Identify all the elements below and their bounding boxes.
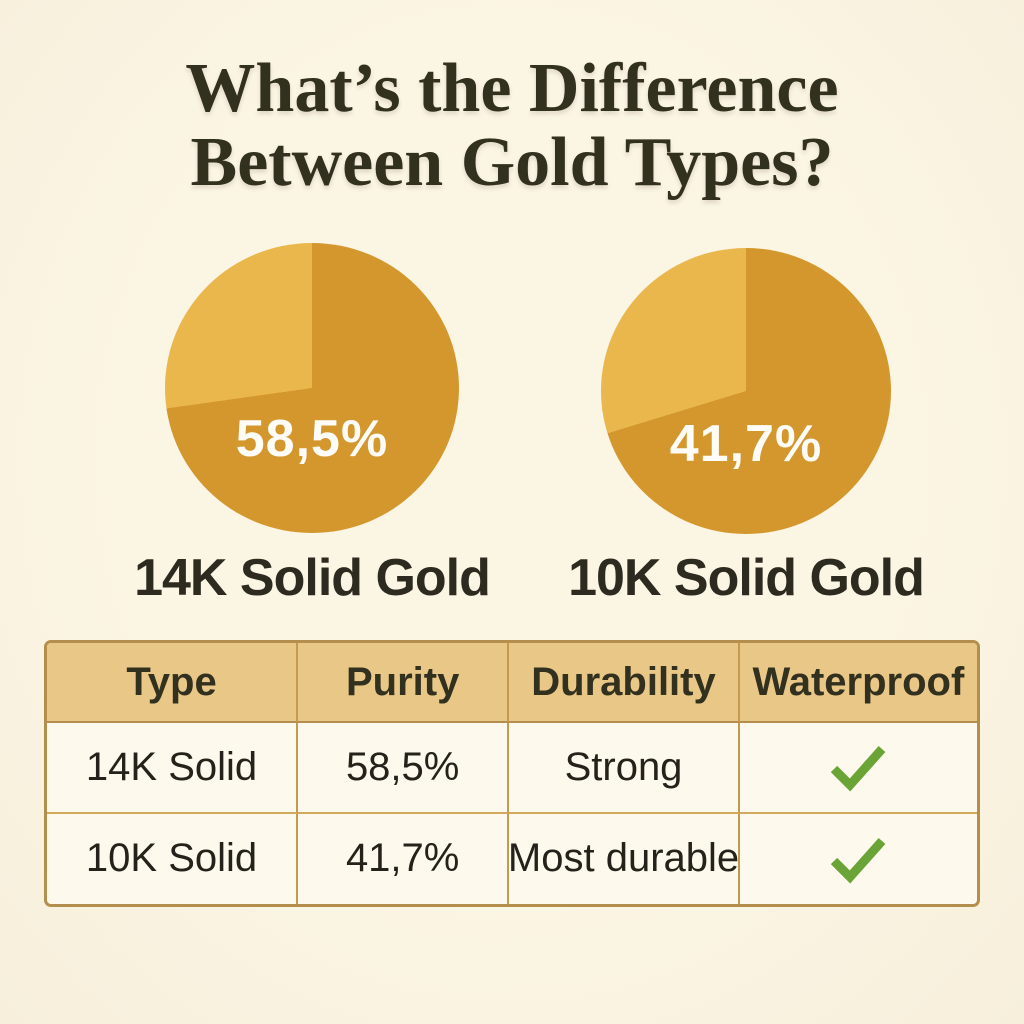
pie-caption-10k: 10K Solid Gold [568,549,925,607]
comparison-table: Type Purity Durability Waterproof 14K So… [44,640,980,907]
column-header-purity: Purity [298,643,510,723]
checkmark-icon [831,746,886,792]
column-header-waterproof: Waterproof [739,643,977,723]
pie-value-label-14k: 58,5% [235,410,389,468]
pie-chart-10k-solid-gold: 41,7% [601,248,891,534]
page-title-line-2: Between Gold Types? [190,124,834,202]
column-header-type: Type [47,643,299,723]
cell-waterproof-10k [740,814,977,905]
pie-caption-14k: 14K Solid Gold [134,549,491,607]
pie-value-label-10k: 41,7% [669,415,823,473]
cell-durability-10k: Most durable [508,813,740,904]
cell-durability-14k: Strong [509,723,740,814]
cell-purity-14k: 58,5% [298,723,510,814]
page-title: What’s the Difference Between Gold Types… [0,50,1024,202]
cell-type-14k: 14K Solid [47,723,299,814]
pie-chart-14k-solid-gold: 58,5% [165,243,459,533]
column-header-durability: Durability [509,643,740,723]
cell-type-10k: 10K Solid [47,813,299,904]
cell-purity-10k: 41,7% [298,813,510,904]
checkmark-icon [831,837,886,884]
cell-waterproof-14k [739,723,977,814]
page-title-line-1: What’s the Difference [185,50,839,127]
